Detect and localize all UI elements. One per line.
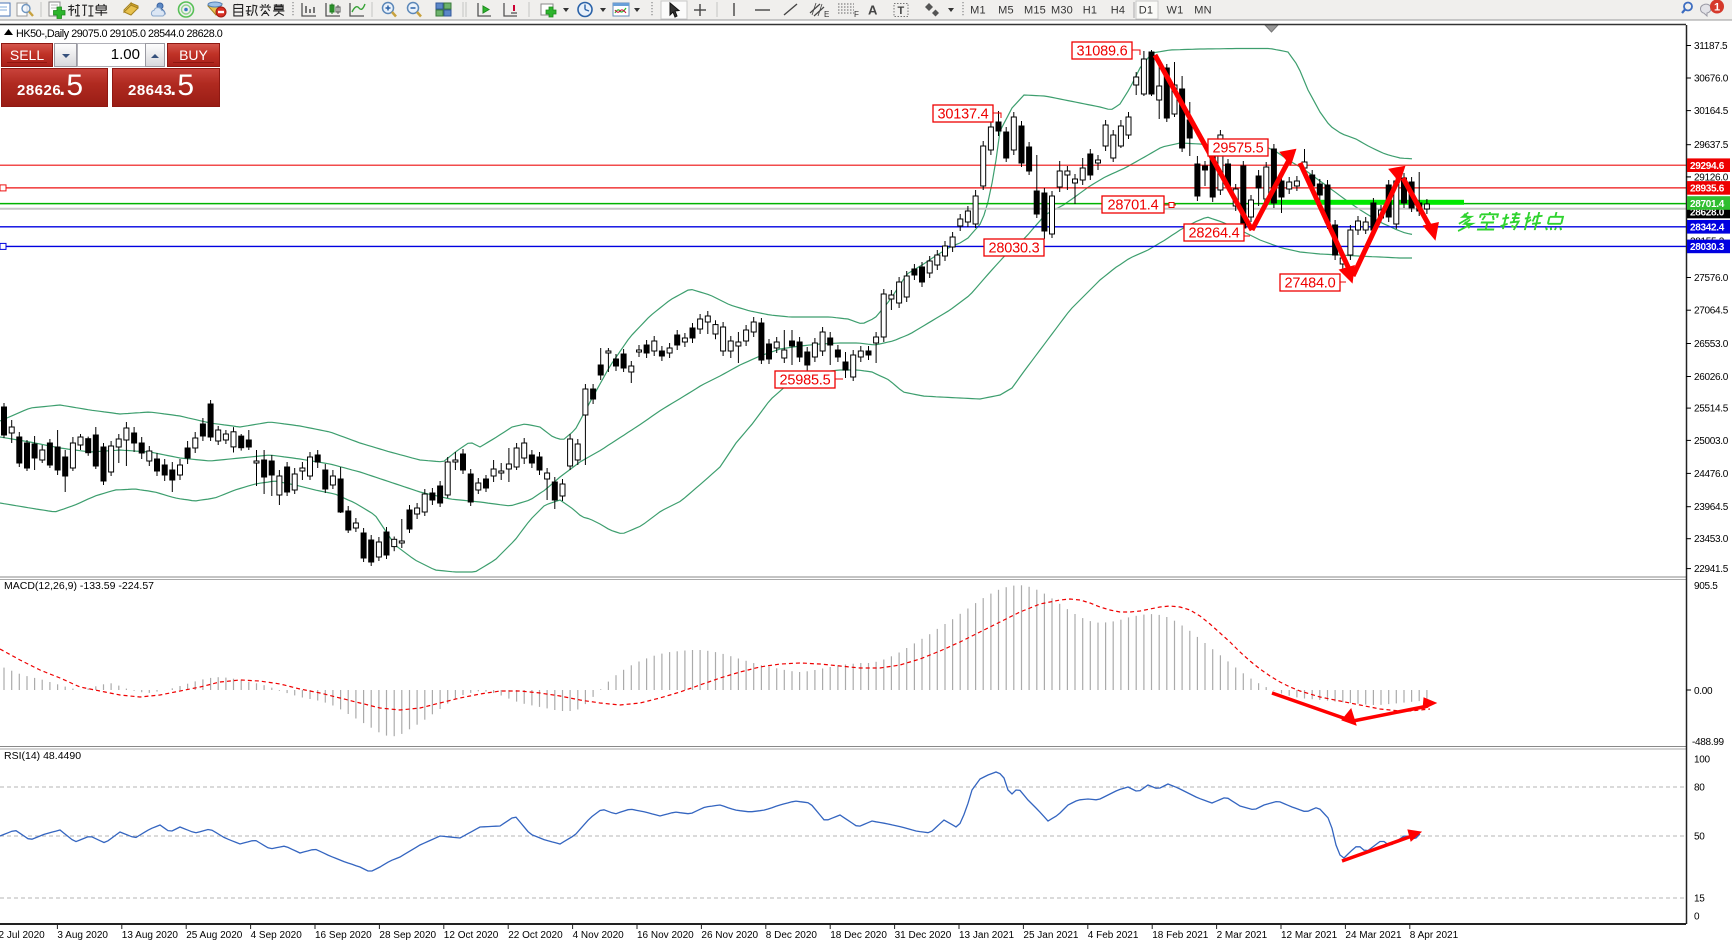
svg-text:16 Sep 2020: 16 Sep 2020 [315,930,372,941]
svg-text:RSI(14) 48.4490: RSI(14) 48.4490 [4,750,81,762]
svg-text:T: T [898,5,905,17]
svg-text:29126.0: 29126.0 [1694,172,1729,183]
svg-text:25514.5: 25514.5 [1694,404,1729,415]
svg-text:28342.4: 28342.4 [1690,223,1725,234]
svg-text:A: A [868,3,878,18]
svg-text:28701.4: 28701.4 [1690,199,1725,210]
svg-text:MACD(12,26,9) -133.59 -224.57: MACD(12,26,9) -133.59 -224.57 [4,580,154,592]
svg-text:22941.5: 22941.5 [1694,564,1729,575]
svg-text:28264.4: 28264.4 [1188,226,1239,242]
svg-text:F: F [854,10,859,19]
svg-text:30137.4: 30137.4 [937,107,988,123]
svg-text:905.5: 905.5 [1694,581,1718,592]
svg-text:28030.3: 28030.3 [988,241,1039,257]
svg-text:28935.6: 28935.6 [1690,184,1725,195]
svg-text:12 Mar 2021: 12 Mar 2021 [1281,930,1338,941]
svg-text:M30: M30 [1051,5,1073,17]
svg-text:13 Jan 2021: 13 Jan 2021 [959,930,1014,941]
svg-text:28628.0: 28628.0 [1690,207,1725,218]
svg-text:4 Feb 2021: 4 Feb 2021 [1088,930,1139,941]
svg-text:1: 1 [1714,2,1720,14]
svg-text:24 Mar 2021: 24 Mar 2021 [1345,930,1402,941]
svg-text:4 Sep 2020: 4 Sep 2020 [251,930,303,941]
svg-text:28030.3: 28030.3 [1690,242,1725,253]
svg-text:2 Mar 2021: 2 Mar 2021 [1217,930,1268,941]
svg-text:25003.0: 25003.0 [1694,436,1729,447]
svg-text:26026.0: 26026.0 [1694,372,1729,383]
svg-text:E: E [824,10,829,19]
svg-text:100: 100 [1694,755,1711,766]
svg-text:18 Dec 2020: 18 Dec 2020 [830,930,887,941]
svg-text:3 Aug 2020: 3 Aug 2020 [57,930,108,941]
svg-text:26553.0: 26553.0 [1694,339,1729,350]
svg-text:25985.5: 25985.5 [779,373,830,389]
svg-text:22 Jul 2020: 22 Jul 2020 [0,930,45,941]
svg-text:27064.5: 27064.5 [1694,306,1729,317]
svg-text:31089.6: 31089.6 [1076,44,1127,60]
svg-text:28 Sep 2020: 28 Sep 2020 [379,930,436,941]
svg-text:H4: H4 [1111,5,1125,17]
svg-text:29294.6: 29294.6 [1690,161,1725,172]
svg-text:H1: H1 [1083,5,1097,17]
svg-text:M15: M15 [1024,5,1046,17]
svg-text:23964.5: 23964.5 [1694,502,1729,513]
svg-text:0: 0 [1694,912,1700,923]
svg-text:31187.5: 31187.5 [1694,41,1728,52]
svg-text:16 Nov 2020: 16 Nov 2020 [637,930,694,941]
svg-text:24476.0: 24476.0 [1694,469,1729,480]
svg-text:50: 50 [1694,832,1705,843]
svg-text:29575.5: 29575.5 [1212,141,1263,157]
svg-text:0.00: 0.00 [1694,686,1713,697]
svg-text:MN: MN [1194,5,1212,17]
svg-text:23453.0: 23453.0 [1694,534,1729,545]
svg-text:HK50-,Daily 29075.0 29105.0 2: HK50-,Daily 29075.0 29105.0 28544.0 2862… [16,28,223,40]
svg-text:D1: D1 [1139,5,1153,17]
svg-text:22 Oct 2020: 22 Oct 2020 [508,930,563,941]
svg-text:27576.0: 27576.0 [1694,273,1729,284]
svg-text:30164.5: 30164.5 [1694,106,1729,117]
svg-text:M5: M5 [998,5,1014,17]
svg-text:8 Apr 2021: 8 Apr 2021 [1410,930,1459,941]
svg-text:4 Nov 2020: 4 Nov 2020 [573,930,625,941]
svg-text:18 Feb 2021: 18 Feb 2021 [1152,930,1209,941]
svg-text:25 Jan 2021: 25 Jan 2021 [1023,930,1078,941]
svg-text:28701.4: 28701.4 [1107,198,1158,214]
svg-text:27484.0: 27484.0 [1284,276,1335,292]
svg-text:31 Dec 2020: 31 Dec 2020 [895,930,952,941]
svg-text:M1: M1 [970,5,986,17]
svg-text:13 Aug 2020: 13 Aug 2020 [122,930,179,941]
svg-text:12 Oct 2020: 12 Oct 2020 [444,930,499,941]
svg-text:-488.99: -488.99 [1692,737,1725,748]
svg-text:80: 80 [1694,783,1705,794]
svg-text:30676.0: 30676.0 [1694,74,1729,85]
svg-text:W1: W1 [1167,5,1184,17]
svg-text:8 Dec 2020: 8 Dec 2020 [766,930,818,941]
svg-text:26 Nov 2020: 26 Nov 2020 [701,930,758,941]
svg-text:29637.5: 29637.5 [1694,140,1729,151]
svg-text:25 Aug 2020: 25 Aug 2020 [186,930,243,941]
svg-text:15: 15 [1694,894,1705,905]
